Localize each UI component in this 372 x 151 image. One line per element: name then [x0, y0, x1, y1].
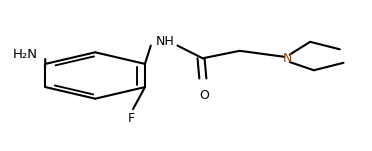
Text: F: F [128, 112, 135, 125]
Text: H₂N: H₂N [12, 48, 37, 61]
Text: O: O [199, 89, 209, 102]
Text: NH: NH [156, 35, 175, 48]
Text: N: N [283, 52, 293, 65]
